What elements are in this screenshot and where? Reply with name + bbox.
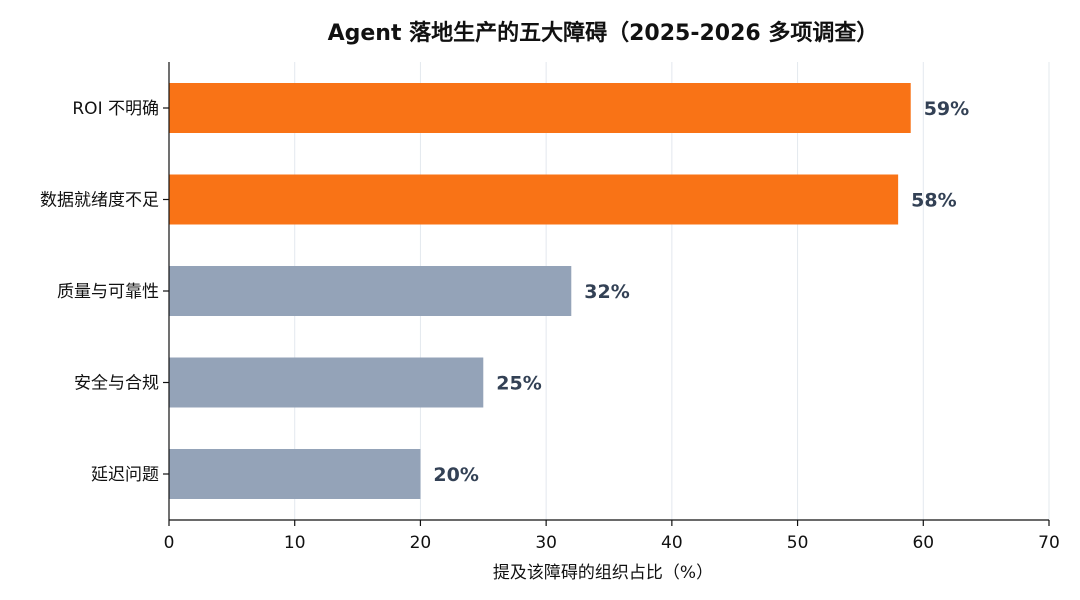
category-label: ROI 不明确 xyxy=(72,99,159,119)
x-tick-label: 30 xyxy=(535,533,557,553)
x-axis-label: 提及该障碍的组织占比（%） xyxy=(493,563,713,583)
bar xyxy=(169,449,421,499)
category-label: 延迟问题 xyxy=(91,465,159,485)
chart-title: Agent 落地生产的五大障碍（2025-2026 多项调查） xyxy=(328,20,879,46)
bar xyxy=(169,83,911,133)
bar xyxy=(169,174,899,225)
x-tick-label: 60 xyxy=(912,533,934,553)
bars xyxy=(169,83,911,499)
value-label: 32% xyxy=(584,281,629,303)
value-label: 58% xyxy=(911,190,956,212)
category-label: 数据就绪度不足 xyxy=(40,191,159,211)
x-tick-label: 20 xyxy=(410,533,432,553)
labels: 0 10 20 30 40 50 60 70 ROI 不明确 59% 数据就绪度不足 58% 质量与可靠… xyxy=(40,98,1060,553)
bar xyxy=(169,357,484,408)
x-tick-label: 0 xyxy=(164,533,175,553)
x-tick-label: 70 xyxy=(1038,533,1060,553)
x-tick-label: 10 xyxy=(284,533,306,553)
value-label: 20% xyxy=(433,464,478,486)
category-label: 质量与可靠性 xyxy=(57,282,159,302)
category-label: 安全与合规 xyxy=(74,374,159,394)
x-tick-label: 40 xyxy=(661,533,683,553)
axes xyxy=(163,62,1050,526)
bar xyxy=(169,266,572,316)
value-label: 59% xyxy=(924,98,969,120)
x-tick-label: 50 xyxy=(787,533,809,553)
value-label: 25% xyxy=(496,373,541,395)
